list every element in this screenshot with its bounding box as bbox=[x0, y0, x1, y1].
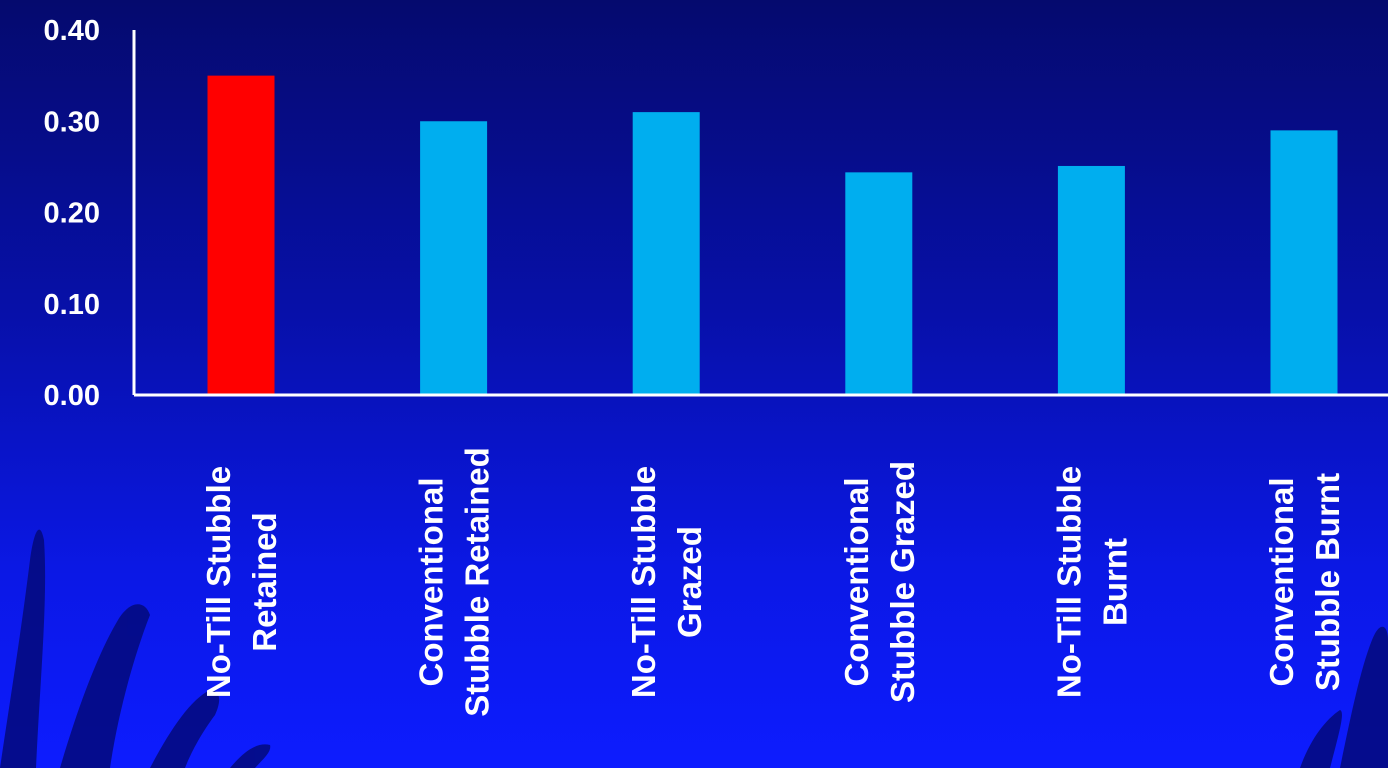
bar bbox=[632, 112, 700, 395]
x-category-label-line: Stubble Burnt bbox=[1309, 473, 1346, 691]
bar bbox=[420, 121, 488, 395]
wheat-stalk-icon bbox=[0, 529, 46, 768]
wheat-stalk-icon bbox=[60, 604, 150, 768]
x-category-label: Conventional Stubble Grazed bbox=[838, 461, 921, 703]
wheat-stalk-icon bbox=[230, 744, 271, 768]
x-category-label-line: Conventional bbox=[1263, 477, 1300, 686]
bar bbox=[1270, 130, 1338, 395]
x-category-label: Conventional Stubble Retained bbox=[413, 447, 496, 717]
x-category-label-line: Burnt bbox=[1096, 538, 1133, 626]
bars bbox=[207, 75, 1338, 395]
wheat-stalk-icon bbox=[150, 690, 220, 768]
wheat-stalk-icon bbox=[1340, 626, 1388, 768]
y-tick-label: 0.10 bbox=[44, 289, 100, 321]
y-tick-label: 0.40 bbox=[44, 15, 100, 47]
bar bbox=[207, 75, 275, 395]
x-category-label-line: Conventional bbox=[838, 477, 875, 686]
x-category-label-line: Stubble Grazed bbox=[884, 461, 921, 703]
bar bbox=[845, 172, 913, 395]
bar bbox=[1057, 165, 1125, 395]
x-category-label-line: Grazed bbox=[671, 526, 708, 638]
y-tick-label: 0.30 bbox=[44, 106, 100, 138]
x-category-label: No-Till Stubble Grazed bbox=[625, 466, 708, 698]
x-category-label-line: No-Till Stubble bbox=[200, 466, 237, 698]
wheat-stalk-icon bbox=[1300, 710, 1342, 768]
y-axis-ticks: 0.00 0.10 0.20 0.30 0.40 bbox=[44, 15, 100, 412]
y-tick-label: 0.20 bbox=[44, 198, 100, 230]
x-category-label: No-Till Stubble Retained bbox=[200, 466, 283, 698]
x-category-label-line: Retained bbox=[246, 512, 283, 651]
x-category-label-line: No-Till Stubble bbox=[625, 466, 662, 698]
x-category-label: Conventional Stubble Burnt bbox=[1263, 473, 1346, 691]
y-tick-label: 0.00 bbox=[44, 380, 100, 412]
x-category-label-line: Conventional bbox=[413, 477, 450, 686]
x-category-label: No-Till Stubble Burnt bbox=[1050, 466, 1133, 698]
x-category-label-line: Stubble Retained bbox=[459, 447, 496, 717]
x-category-label-line: No-Till Stubble bbox=[1050, 466, 1087, 698]
x-axis-category-labels: No-Till Stubble Retained Conventional Stubb… bbox=[200, 447, 1346, 717]
